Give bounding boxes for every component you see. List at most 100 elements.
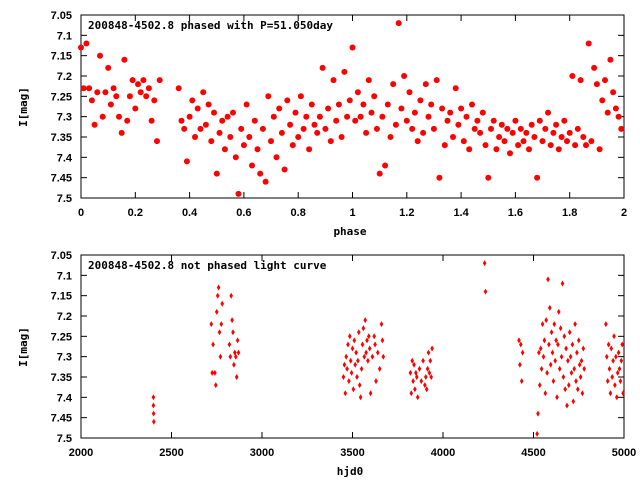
unphased-data-point bbox=[366, 357, 370, 364]
phased-data-point bbox=[469, 101, 475, 108]
phased-y-tick-label: 7.3 bbox=[57, 112, 72, 124]
phased-data-point bbox=[403, 117, 410, 124]
unphased-data-point bbox=[550, 349, 555, 356]
unphased-data-point bbox=[563, 386, 567, 393]
phased-y-tick-label: 7.25 bbox=[51, 91, 72, 103]
unphased-data-point bbox=[613, 382, 617, 389]
unphased-data-point bbox=[234, 353, 238, 360]
unphased-data-point bbox=[542, 337, 547, 344]
phased-data-point bbox=[460, 138, 467, 145]
phased-data-point bbox=[219, 117, 226, 124]
phased-data-point bbox=[376, 170, 383, 177]
phased-data-point bbox=[363, 129, 370, 136]
unphased-data-point bbox=[151, 402, 156, 409]
phased-data-point bbox=[99, 113, 106, 120]
phased-data-point bbox=[357, 113, 364, 120]
phased-data-point bbox=[259, 125, 266, 132]
phased-data-point bbox=[482, 142, 489, 149]
phased-data-point bbox=[490, 117, 497, 124]
phased-data-point bbox=[156, 77, 163, 84]
phased-data-point bbox=[230, 109, 236, 116]
unphased-y-tick-label: 7.25 bbox=[51, 331, 72, 343]
phased-data-point bbox=[531, 134, 538, 140]
unphased-data-point bbox=[582, 365, 586, 372]
unphased-data-point bbox=[348, 333, 352, 340]
unphased-data-point bbox=[210, 369, 214, 376]
unphased-data-point bbox=[342, 361, 347, 368]
phased-data-point bbox=[121, 56, 128, 63]
phased-data-point bbox=[243, 101, 250, 108]
unphased-data-point bbox=[227, 341, 232, 348]
unphased-data-point bbox=[151, 410, 156, 417]
unphased-data-point bbox=[612, 333, 616, 340]
unphased-data-point bbox=[213, 369, 217, 376]
phased-data-point bbox=[390, 81, 397, 88]
unphased-data-point bbox=[611, 357, 615, 364]
unphased-data-point bbox=[362, 353, 367, 360]
unphased-data-point bbox=[343, 390, 348, 397]
unphased-data-point bbox=[562, 333, 567, 340]
unphased-x-tick-label: 2000 bbox=[69, 447, 93, 459]
unphased-data-point bbox=[616, 349, 621, 356]
unphased-data-point bbox=[541, 353, 546, 360]
phased-data-point bbox=[558, 134, 565, 140]
phased-data-point bbox=[287, 121, 294, 128]
unphased-data-point bbox=[553, 357, 557, 364]
unphased-data-point bbox=[430, 345, 434, 352]
unphased-data-point bbox=[372, 333, 376, 340]
phased-data-point bbox=[306, 146, 313, 153]
unphased-data-point bbox=[518, 361, 522, 368]
phased-data-point bbox=[327, 138, 334, 145]
phased-data-point bbox=[246, 134, 253, 140]
unphased-data-point bbox=[415, 374, 419, 380]
unphased-data-point bbox=[573, 321, 577, 328]
phased-data-point bbox=[278, 129, 285, 136]
unphased-data-point bbox=[419, 378, 424, 385]
phased-data-point bbox=[94, 89, 101, 96]
phased-data-point bbox=[330, 77, 337, 84]
phased-data-point bbox=[441, 142, 448, 149]
unphased-data-point bbox=[377, 365, 382, 372]
phased-data-point bbox=[205, 101, 212, 108]
phased-data-point bbox=[550, 129, 557, 136]
phased-x-tick-label: 1 bbox=[349, 207, 355, 219]
unphased-data-point bbox=[517, 337, 521, 344]
phased-x-tick-label: 0 bbox=[78, 207, 84, 219]
unphased-x-tick-label: 3000 bbox=[250, 447, 274, 459]
phased-data-point bbox=[542, 125, 549, 132]
unphased-data-point bbox=[538, 345, 543, 352]
unphased-data-point bbox=[615, 394, 619, 401]
phased-data-point bbox=[325, 105, 332, 112]
phased-data-point bbox=[564, 138, 570, 145]
unphased-data-point bbox=[360, 341, 365, 348]
phased-data-point bbox=[132, 105, 139, 112]
unphased-data-point bbox=[354, 349, 358, 356]
phased-data-point bbox=[148, 117, 155, 124]
unphased-data-point bbox=[569, 369, 574, 376]
unphased-data-point bbox=[578, 374, 583, 380]
unphased-data-point bbox=[368, 390, 373, 397]
unphased-data-point bbox=[556, 341, 560, 348]
phased-x-tick-label: 1.2 bbox=[399, 207, 414, 219]
unphased-data-point bbox=[536, 410, 540, 417]
unphased-data-points bbox=[151, 260, 625, 437]
phased-data-point bbox=[262, 178, 269, 185]
phased-data-point bbox=[113, 93, 120, 100]
unphased-data-point bbox=[413, 386, 417, 393]
phased-data-point bbox=[135, 81, 141, 88]
unphased-y-tick-label: 7.45 bbox=[51, 413, 72, 425]
phased-data-point bbox=[83, 40, 90, 47]
unphased-data-point bbox=[235, 337, 240, 344]
unphased-data-point bbox=[215, 292, 220, 299]
phased-data-point bbox=[428, 101, 435, 108]
phased-data-point bbox=[154, 138, 160, 145]
phased-data-point bbox=[183, 158, 190, 165]
phased-data-point bbox=[105, 64, 112, 71]
phased-data-point bbox=[221, 146, 228, 153]
phased-data-point bbox=[430, 125, 437, 132]
unphased-data-point bbox=[412, 361, 416, 368]
phased-plot-frame bbox=[80, 14, 625, 199]
phased-data-point bbox=[604, 109, 611, 116]
phased-data-point bbox=[208, 138, 215, 145]
phased-data-point bbox=[612, 105, 619, 112]
